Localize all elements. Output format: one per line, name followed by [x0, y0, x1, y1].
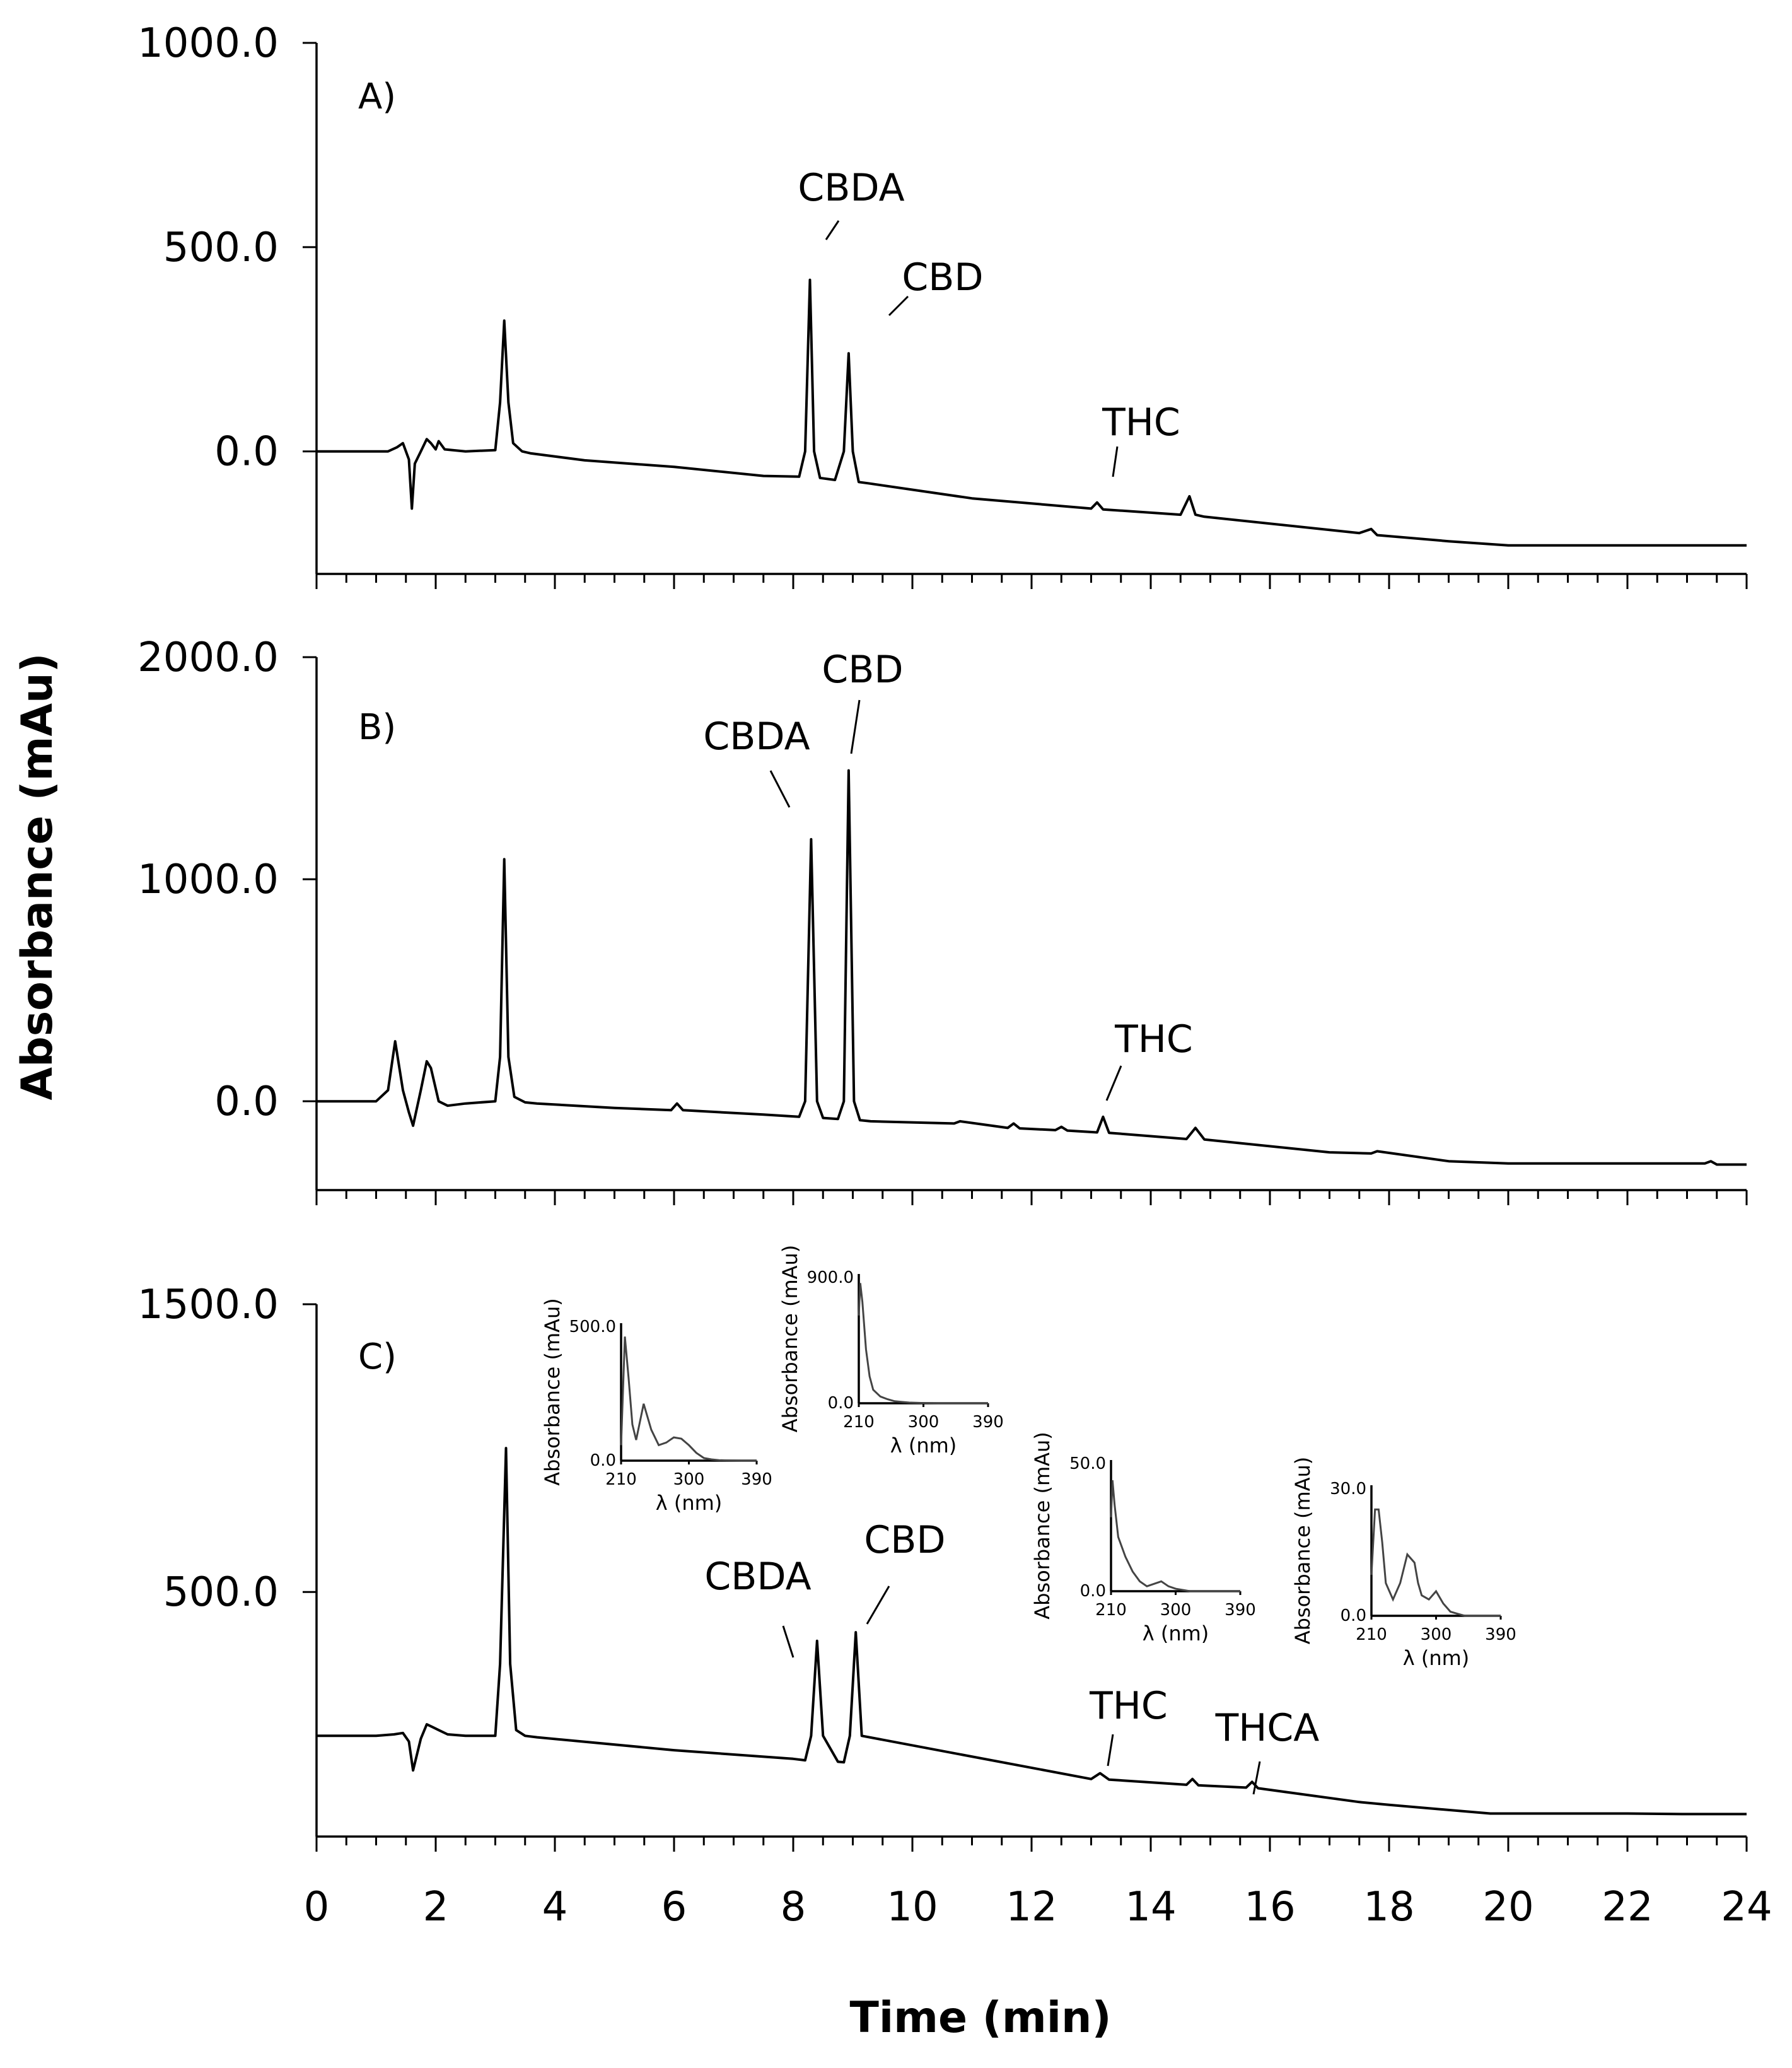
uv-spectrum-line: [858, 1283, 988, 1405]
peak-label-cbda: CBDA: [704, 1555, 811, 1599]
y-axis-title: Absorbance (mAu): [13, 653, 62, 1100]
panel-label: A): [358, 76, 396, 117]
peak-label-cbda: CBDA: [703, 715, 810, 759]
inset-y-tick-bottom: 0.0: [590, 1451, 616, 1470]
x-tick-label: 0: [304, 1884, 330, 1931]
peak-leader-line: [850, 699, 861, 754]
x-tick-label: 18: [1363, 1884, 1414, 1931]
x-tick-label: 4: [542, 1884, 568, 1931]
peak-leader-line: [888, 295, 909, 317]
x-tick-label: 16: [1244, 1884, 1295, 1931]
y-tick-label: 1000.0: [137, 20, 279, 67]
x-tick-label: 20: [1482, 1884, 1533, 1931]
x-tick-label: 24: [1721, 1884, 1772, 1931]
y-tick-label: 1500.0: [137, 1282, 279, 1328]
peak-leader-line: [1105, 1065, 1122, 1101]
x-tick-label: 14: [1125, 1884, 1176, 1931]
inset-x-tick-label: 300: [1160, 1601, 1192, 1620]
y-tick-label: 1000.0: [137, 856, 279, 903]
y-tick-label: 0.0: [214, 429, 279, 476]
inset-x-tick-label: 300: [908, 1413, 940, 1432]
x-tick-label: 10: [887, 1884, 938, 1931]
inset-y-tick-top: 500.0: [569, 1317, 616, 1336]
inset-x-axis-title: λ (nm): [656, 1491, 723, 1515]
peak-label-cbd: CBD: [864, 1518, 945, 1562]
peak-leader-line: [1107, 1734, 1114, 1767]
panel-label: C): [358, 1336, 397, 1377]
inset-y-axis-title: Absorbance (mAu): [1030, 1432, 1054, 1620]
inset-y-axis-title: Absorbance (mAu): [778, 1245, 802, 1433]
y-tick-label: 500.0: [163, 1569, 279, 1616]
inset-x-tick-label: 390: [741, 1470, 772, 1489]
x-axis-title: Time (min): [849, 1993, 1111, 2043]
panel-label: B): [358, 707, 396, 748]
y-tick-label: 2000.0: [137, 634, 279, 681]
peak-label-cbd: CBD: [902, 255, 983, 300]
inset-x-axis-title: λ (nm): [1143, 1621, 1209, 1645]
peak-label-cbd: CBD: [822, 648, 903, 692]
peak-leader-line: [1252, 1761, 1261, 1795]
inset-y-tick-bottom: 0.0: [828, 1394, 854, 1413]
chromatogram-trace: [317, 769, 1747, 1166]
peak-leader-line: [769, 770, 791, 808]
inset-y-tick-bottom: 0.0: [1080, 1582, 1106, 1601]
peak-label-thc: THC: [1102, 400, 1180, 445]
y-tick-label: 500.0: [163, 225, 279, 271]
inset-x-axis-title: λ (nm): [890, 1434, 957, 1458]
x-tick-label: 8: [781, 1884, 806, 1931]
peak-leader-line: [825, 220, 840, 240]
uv-spectrum-line: [1370, 1508, 1501, 1617]
peak-leader-line: [866, 1586, 890, 1625]
peak-label-thc: THC: [1089, 1684, 1168, 1728]
chromatogram-trace: [317, 278, 1747, 547]
inset-x-tick-label: 210: [1356, 1625, 1387, 1644]
x-tick-label: 6: [661, 1884, 687, 1931]
peak-leader-line: [1112, 446, 1119, 477]
y-tick-label: 0.0: [214, 1078, 279, 1125]
uv-spectrum-line: [1110, 1480, 1240, 1592]
inset-x-tick-label: 390: [1225, 1601, 1256, 1620]
chart-panels: 1000.0 500.0 0.0 A) CBDA CBD THC 2000.0 1000.0 0.…: [137, 20, 1748, 1852]
inset-x-axis-title: λ (nm): [1403, 1646, 1470, 1670]
x-tick-label: 22: [1602, 1884, 1653, 1931]
inset-x-tick-label: 210: [843, 1413, 875, 1432]
peak-leader-line: [782, 1625, 794, 1658]
inset-y-tick-top: 50.0: [1069, 1454, 1106, 1473]
x-tick-labels: 0 2 4 6 8 10 12 14 16 18 20 22 24: [304, 1884, 1772, 1931]
inset-x-tick-label: 390: [1485, 1625, 1516, 1644]
peak-label-thc: THC: [1114, 1017, 1193, 1061]
peak-label-thca: THCA: [1215, 1706, 1320, 1750]
inset-y-tick-top: 900.0: [807, 1268, 854, 1287]
inset-x-tick-label: 210: [605, 1470, 637, 1489]
inset-x-tick-label: 210: [1095, 1601, 1127, 1620]
inset-y-tick-top: 30.0: [1330, 1480, 1366, 1498]
panel-a: 1000.0 500.0 0.0 A) CBDA CBD THC: [137, 20, 1748, 589]
inset-y-axis-title: Absorbance (mAu): [540, 1298, 564, 1486]
x-tick-label: 2: [423, 1884, 449, 1931]
inset-y-tick-bottom: 0.0: [1341, 1606, 1366, 1625]
inset-x-tick-label: 300: [1421, 1625, 1452, 1644]
inset-x-tick-label: 390: [972, 1413, 1004, 1432]
x-tick-label: 12: [1006, 1884, 1057, 1931]
uv-spectrum-line: [620, 1336, 757, 1462]
inset-x-tick-label: 300: [673, 1470, 705, 1489]
peak-label-cbda: CBDA: [798, 166, 904, 210]
inset-y-axis-title: Absorbance (mAu): [1291, 1457, 1315, 1645]
panel-b: 2000.0 1000.0 0.0 B) CBDA CBD THC: [137, 634, 1748, 1205]
